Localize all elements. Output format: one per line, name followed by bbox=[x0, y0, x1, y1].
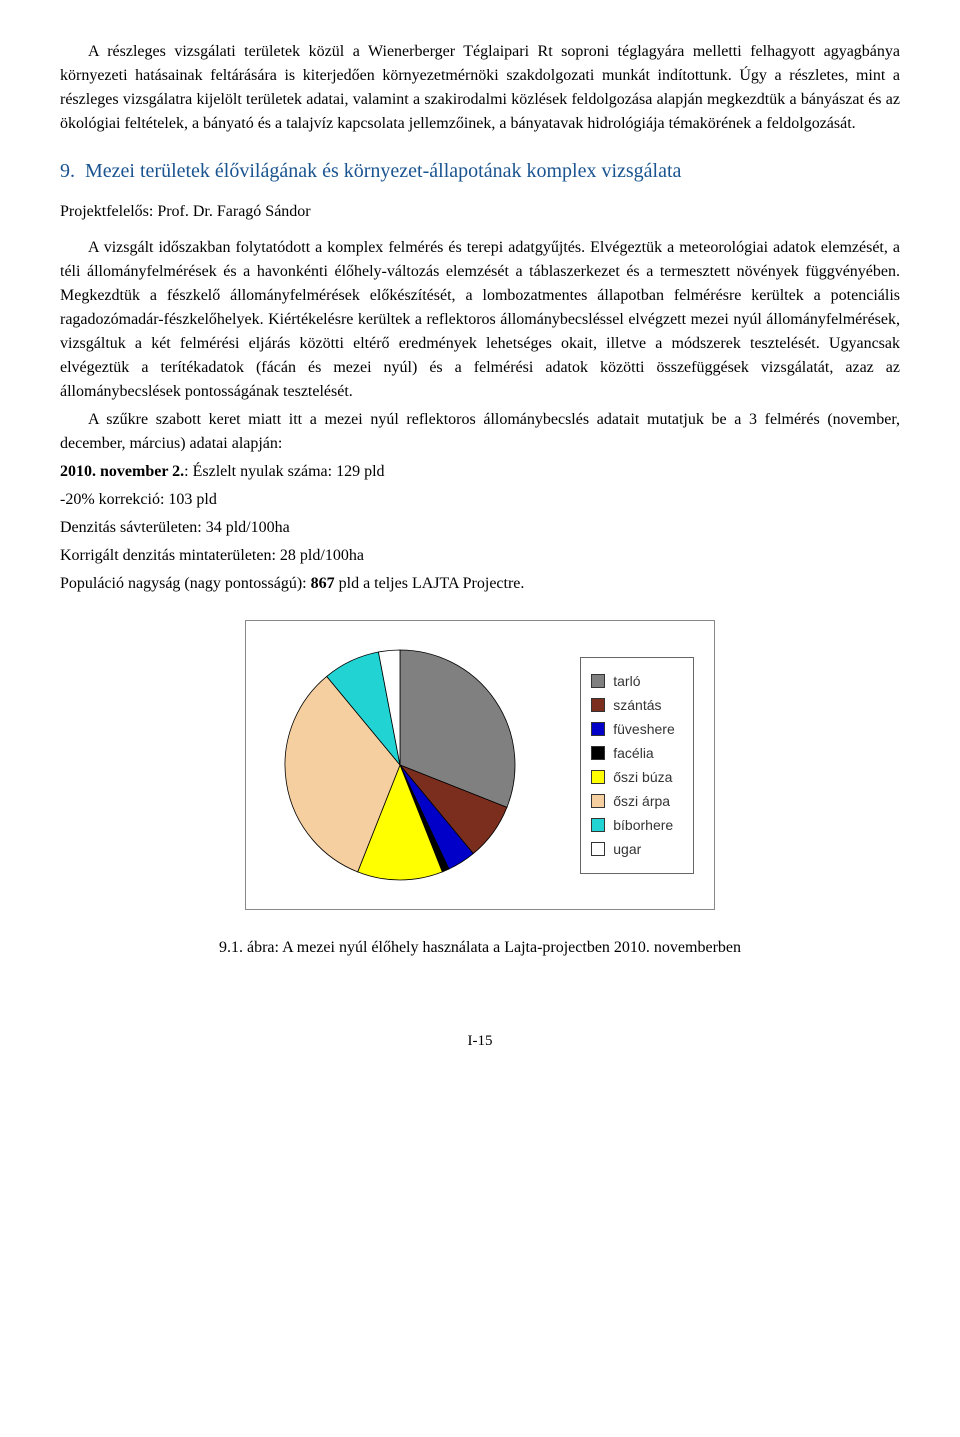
legend-swatch bbox=[591, 674, 605, 688]
legend-label: bíborhere bbox=[613, 815, 673, 836]
legend-label: őszi árpa bbox=[613, 791, 670, 812]
date-label: 2010. november 2. bbox=[60, 463, 184, 480]
legend-row: füveshere bbox=[591, 719, 674, 740]
legend-swatch bbox=[591, 842, 605, 856]
legend-row: tarló bbox=[591, 671, 674, 692]
data-line-3: Denzitás sávterületen: 34 pld/100ha bbox=[60, 516, 900, 540]
pie-legend: tarló szántás füveshere facélia őszi búza ősz… bbox=[580, 657, 693, 874]
legend-label: szántás bbox=[613, 695, 661, 716]
project-leader: Projektfelelős: Prof. Dr. Faragó Sándor bbox=[60, 200, 900, 224]
legend-label: facélia bbox=[613, 743, 653, 764]
legend-label: füveshere bbox=[613, 719, 674, 740]
legend-label: ugar bbox=[613, 839, 641, 860]
pop-suffix: pld a teljes LAJTA Projectre. bbox=[335, 575, 525, 592]
legend-swatch bbox=[591, 818, 605, 832]
legend-row: facélia bbox=[591, 743, 674, 764]
legend-row: őszi árpa bbox=[591, 791, 674, 812]
figure-box: tarló szántás füveshere facélia őszi búza ősz… bbox=[245, 620, 714, 910]
legend-label: őszi búza bbox=[613, 767, 672, 788]
pop-value: 867 bbox=[311, 575, 335, 592]
figure-caption: 9.1. ábra: A mezei nyúl élőhely használa… bbox=[60, 936, 900, 960]
data-line-5: Populáció nagyság (nagy pontosságú): 867… bbox=[60, 572, 900, 596]
legend-swatch bbox=[591, 794, 605, 808]
legend-row: őszi búza bbox=[591, 767, 674, 788]
pop-prefix: Populáció nagyság (nagy pontosságú): bbox=[60, 575, 311, 592]
data-line-2: -20% korrekció: 103 pld bbox=[60, 488, 900, 512]
data-line-4: Korrigált denzitás mintaterületen: 28 pl… bbox=[60, 544, 900, 568]
pie-chart bbox=[260, 635, 540, 895]
legend-swatch bbox=[591, 746, 605, 760]
legend-row: ugar bbox=[591, 839, 674, 860]
legend-swatch bbox=[591, 698, 605, 712]
legend-label: tarló bbox=[613, 671, 640, 692]
intro-paragraph: A részleges vizsgálati területek közül a… bbox=[60, 40, 900, 136]
legend-row: bíborhere bbox=[591, 815, 674, 836]
legend-swatch bbox=[591, 770, 605, 784]
legend-row: szántás bbox=[591, 695, 674, 716]
figure-container: tarló szántás füveshere facélia őszi búza ősz… bbox=[60, 620, 900, 910]
legend-swatch bbox=[591, 722, 605, 736]
section-heading: 9. Mezei területek élővilágának és körny… bbox=[60, 156, 900, 186]
body-paragraph-2: A szűkre szabott keret miatt itt a mezei… bbox=[60, 408, 900, 456]
date-value: : Észlelt nyulak száma: 129 pld bbox=[184, 463, 384, 480]
body-paragraph-1: A vizsgált időszakban folytatódott a kom… bbox=[60, 236, 900, 404]
page-number: I-15 bbox=[60, 1030, 900, 1053]
data-line-1: 2010. november 2.: Észlelt nyulak száma:… bbox=[60, 460, 900, 484]
